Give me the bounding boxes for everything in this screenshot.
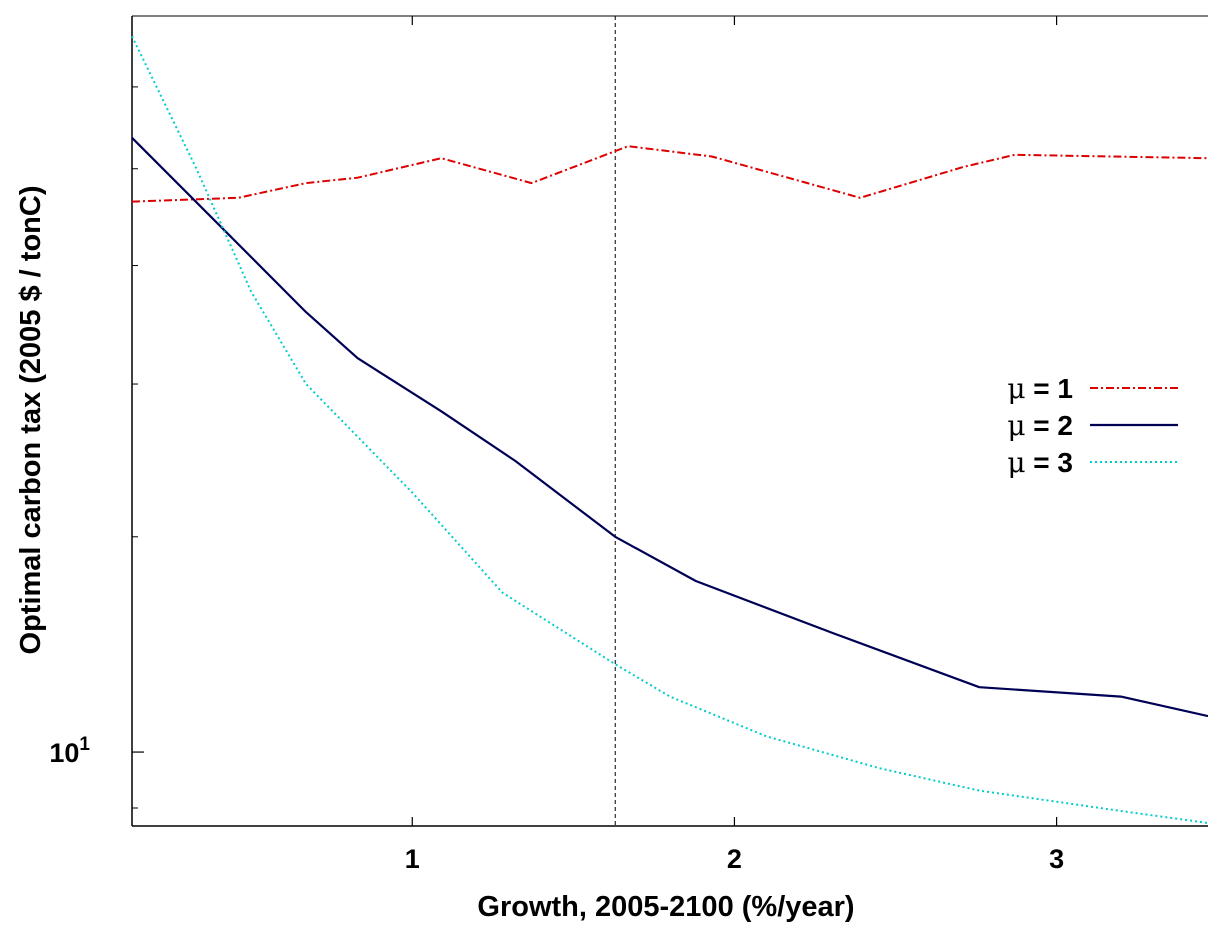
x-tick-label: 1 [405, 844, 420, 874]
series-line-1 [131, 145, 1208, 203]
x-tick-label: 2 [727, 844, 742, 874]
x-axis-title: Growth, 2005-2100 (%/year) [477, 891, 854, 923]
axis-ticks: 1 2 3 101 [49, 15, 1064, 874]
y-tick-label: 101 [49, 734, 90, 768]
series-line-3 [131, 35, 1208, 824]
series-line-2 [131, 137, 1208, 718]
legend: μ = 1 μ = 2 μ = 3 [1007, 372, 1178, 479]
legend-label-1: μ = 1 [1007, 372, 1073, 405]
x-tick-label: 3 [1049, 844, 1064, 874]
series-layer [131, 35, 1208, 824]
legend-label-3: μ = 3 [1007, 446, 1073, 479]
y-axis-title: Optimal carbon tax (2005 $ / tonC) [15, 186, 47, 655]
legend-label-2: μ = 2 [1007, 409, 1073, 442]
